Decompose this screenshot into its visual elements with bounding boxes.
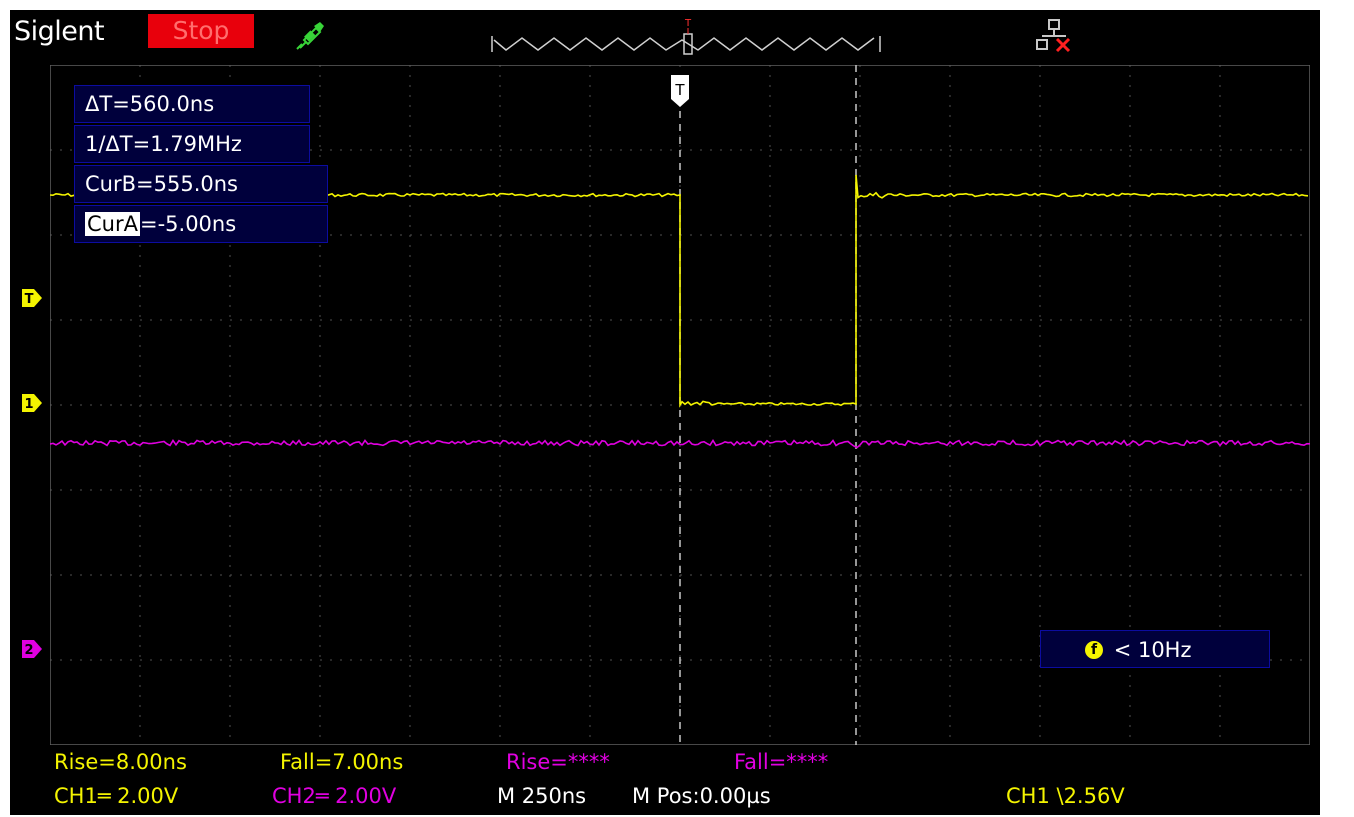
cursor-a-selected-label: CurA <box>85 212 140 236</box>
horizontal-position: M Pos:0.00µs <box>632 784 771 808</box>
ch2-waveform <box>50 439 1310 449</box>
cursor-a-number: =-5.00ns <box>139 212 237 236</box>
cursor-delta-t: ΔT=560.0ns <box>74 85 310 123</box>
frequency-value: < 10Hz <box>1113 638 1192 662</box>
ch1-rise-measurement: Rise=8.00ns <box>54 750 187 774</box>
ch2-ground-marker[interactable]: 2 <box>22 639 44 659</box>
svg-text:T: T <box>674 81 685 99</box>
frequency-icon: f <box>1085 641 1103 659</box>
ch2-rise-measurement: Rise=**** <box>506 750 610 774</box>
trigger-position-marker: T <box>671 75 689 107</box>
svg-text:T: T <box>25 292 34 307</box>
brand-label: Siglent <box>14 16 105 47</box>
frequency-counter: f < 10Hz <box>1040 630 1270 668</box>
trigger-level-marker[interactable]: T <box>22 288 44 308</box>
ch2-scale: CH2═ 2.00V <box>272 784 397 808</box>
network-disconnected-icon <box>1036 19 1071 53</box>
memory-depth-indicator: T <box>491 18 881 55</box>
ch2-fall-measurement: Fall=**** <box>734 750 829 774</box>
run-stop-status[interactable]: Stop <box>148 14 254 48</box>
ch1-fall-measurement: Fall=7.00ns <box>280 750 404 774</box>
svg-text:T: T <box>684 18 692 29</box>
svg-text:2: 2 <box>24 643 33 658</box>
cursor-b-value: CurB=555.0ns <box>74 165 328 203</box>
cursor-inverse-delta-t: 1/ΔT=1.79MHz <box>74 125 310 163</box>
trigger-status: CH1 \2.56V <box>1006 784 1125 808</box>
cursor-a-value[interactable]: CurA=-5.00ns <box>74 205 328 243</box>
ch1-scale: CH1═ 2.00V <box>54 784 179 808</box>
timebase: M 250ns <box>497 784 587 808</box>
probe-icon <box>296 22 324 50</box>
top-status-bar: Siglent Stop T <box>10 10 1320 65</box>
svg-text:1: 1 <box>24 397 33 412</box>
ch1-ground-marker[interactable]: 1 <box>22 393 44 413</box>
scope-display: Siglent Stop T <box>10 10 1320 815</box>
